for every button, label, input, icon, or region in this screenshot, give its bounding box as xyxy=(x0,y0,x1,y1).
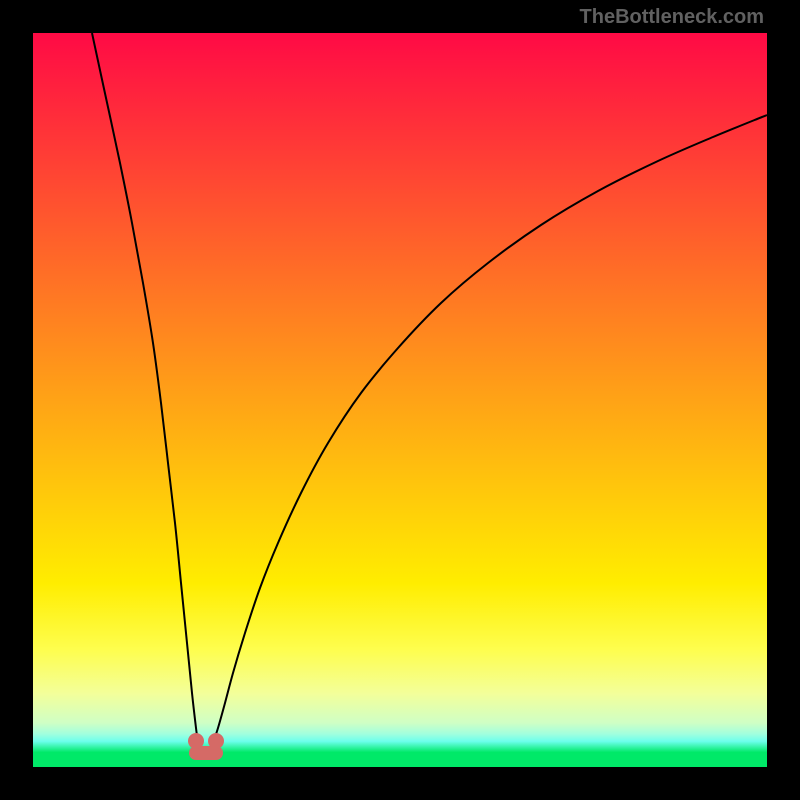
chart-svg xyxy=(33,33,767,767)
bottleneck-chart xyxy=(33,33,767,767)
chart-background xyxy=(33,33,767,767)
marker-dot xyxy=(208,733,224,749)
marker-dot xyxy=(188,733,204,749)
watermark-text: TheBottleneck.com xyxy=(580,6,764,29)
